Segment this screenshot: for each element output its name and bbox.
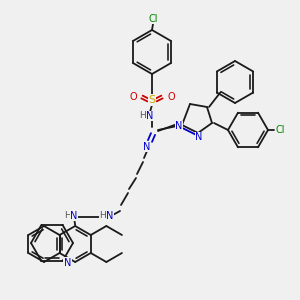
Text: Cl: Cl xyxy=(275,125,285,135)
Text: H: H xyxy=(64,212,70,220)
Text: H: H xyxy=(140,112,146,121)
Text: O: O xyxy=(129,92,137,102)
Text: N: N xyxy=(175,121,183,131)
Text: N: N xyxy=(106,211,114,221)
Text: N: N xyxy=(143,142,151,152)
Text: N: N xyxy=(64,257,71,268)
Text: N: N xyxy=(146,111,154,121)
Text: H: H xyxy=(100,212,106,220)
Text: O: O xyxy=(167,92,175,102)
Text: N: N xyxy=(70,211,78,221)
Text: Cl: Cl xyxy=(148,14,158,24)
Text: S: S xyxy=(148,95,156,105)
Text: N: N xyxy=(195,132,203,142)
